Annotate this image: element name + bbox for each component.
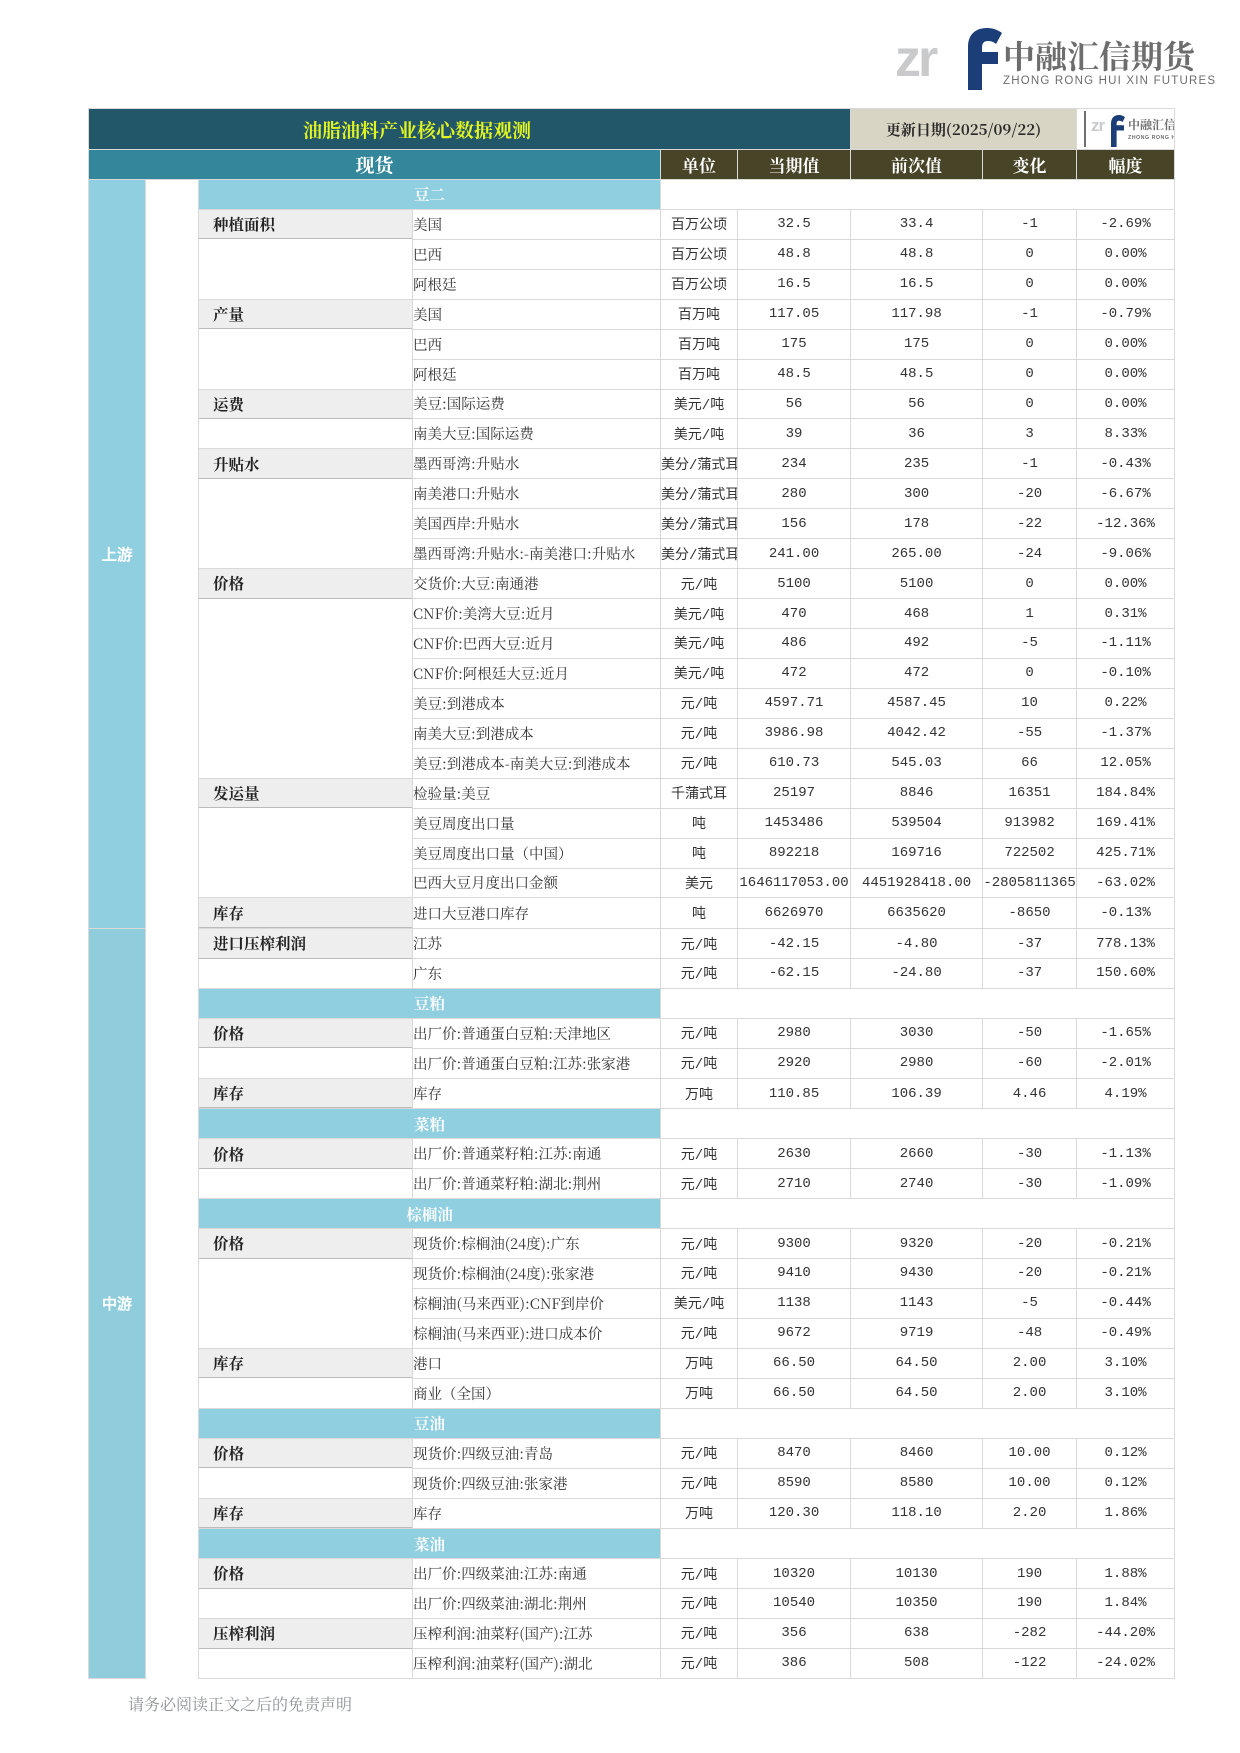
svg-text:ZHONG RONG HUI XIN FUTURES: ZHONG RONG HUI XIN FUTURES [1003,75,1216,87]
svg-text:中融汇信期货: 中融汇信期货 [1128,116,1175,133]
svg-text:ZHONG RONG HUI XIN FUTURE: ZHONG RONG HUI XIN FUTURE [1128,135,1175,141]
svg-text:zr: zr [895,30,938,88]
svg-text:中融汇信期货: 中融汇信期货 [1003,32,1199,78]
svg-text:zr: zr [1091,116,1106,135]
